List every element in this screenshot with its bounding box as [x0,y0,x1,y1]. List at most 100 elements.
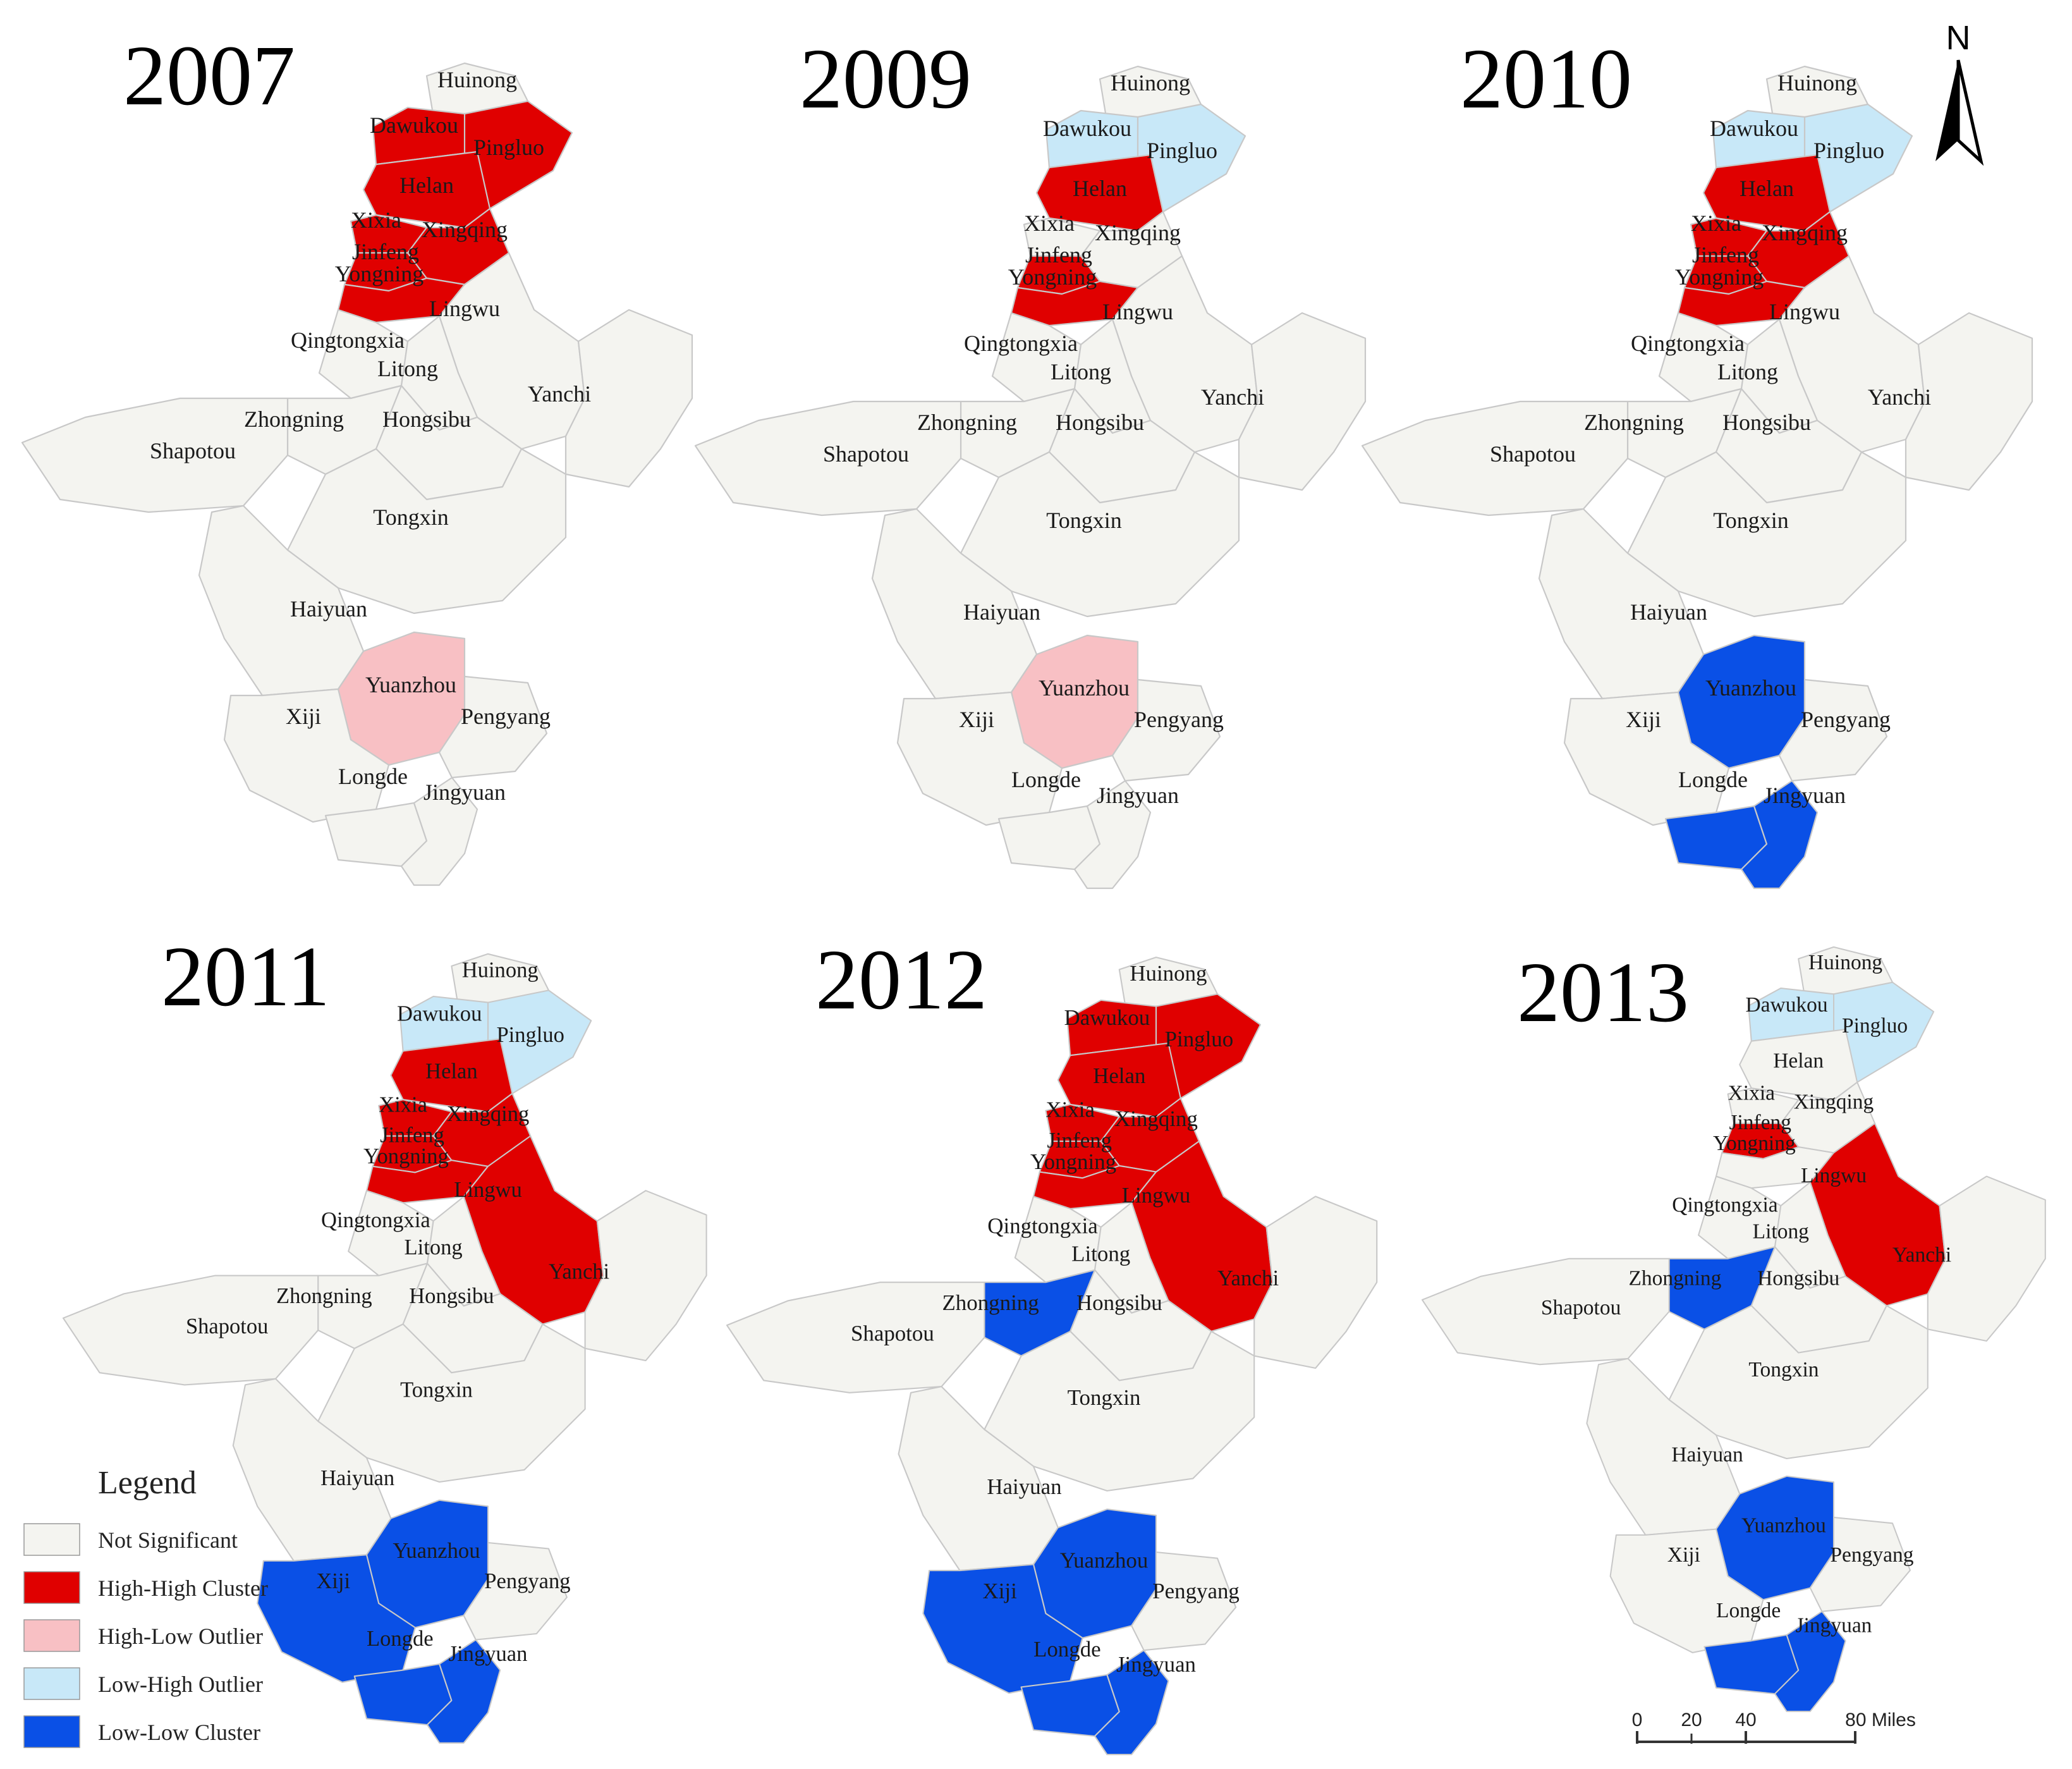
label-jingyuan: Jingyuan [1764,783,1846,808]
label-pengyang: Pengyang [1152,1579,1240,1603]
county-xiji [922,1564,1083,1694]
county-shapotou [62,1275,319,1386]
county-shapotou [1361,400,1629,517]
label-hongsibu: Hongsibu [1076,1290,1162,1315]
label-haiyuan: Haiyuan [320,1466,394,1490]
label-xiji: Xiji [1667,1543,1700,1567]
label-yanchi: Yanchi [1217,1266,1279,1290]
label-tongxin: Tongxin [1713,508,1788,533]
label-helan: Helan [1773,1050,1824,1073]
panel-year-title: 2012 [815,933,987,1027]
county-pengyang [1131,1551,1237,1651]
label-xixia: Xixia [1728,1082,1776,1105]
label-dawukou: Dawukou [1043,116,1131,141]
label-xingqing: Xingqing [1095,220,1181,245]
county-qingtongxia [991,312,1082,403]
label-helan: Helan [1093,1063,1145,1088]
label-yuanzhou: Yuanzhou [1741,1514,1826,1537]
legend-label-high-high: High-High Cluster [98,1576,268,1601]
label-tongxin: Tongxin [373,505,448,530]
label-litong: Litong [1071,1241,1130,1266]
label-jinfeng: Jinfeng [1729,1111,1791,1134]
label-xiji: Xiji [982,1579,1017,1603]
scale-tick-40: 40 [1735,1710,1756,1730]
label-dawukou: Dawukou [1710,116,1798,141]
county-yanchi [1904,312,2033,491]
label-jingyuan: Jingyuan [1097,783,1179,808]
label-jingyuan: Jingyuan [424,780,506,805]
label-qingtongxia: Qingtongxia [321,1208,430,1232]
label-litong: Litong [1753,1220,1810,1243]
label-yanchi: Yanchi [528,381,591,407]
label-dawukou: Dawukou [1746,993,1828,1017]
legend-title: Legend [98,1465,197,1501]
label-hongsibu: Hongsibu [1757,1267,1839,1290]
map-panels: 2007 Huinong Dawukou Pingluo Helan Xixia Jinfe… [21,28,2046,1756]
county-qingtongxia [1698,1175,1782,1259]
label-pingluo: Pingluo [1147,138,1217,163]
label-shapotou: Shapotou [150,438,236,463]
label-xingqing: Xingqing [1794,1091,1874,1114]
label-qingtongxia: Qingtongxia [964,331,1078,356]
label-yuanzhou: Yuanzhou [1039,675,1130,701]
label-xixia: Xixia [1024,211,1075,236]
county-jingyuan [1094,1650,1169,1756]
county-yanchi [1927,1175,2046,1342]
legend-swatch-high-high [23,1571,80,1604]
county-xiji [223,688,390,823]
label-dawukou: Dawukou [370,113,458,138]
county-xiji [257,1554,416,1683]
map-panel-2013: 2013 Huinong Dawukou Pingluo Helan Xixia Jinfe… [1421,945,2046,1712]
scale-bar: 0 20 40 80 Miles [1632,1710,1916,1744]
label-helan: Helan [1073,176,1127,201]
label-huinong: Huinong [1808,951,1882,974]
county-qingtongxia [318,309,409,400]
county-shapotou [21,397,289,513]
scale-tick-80-miles: 80 Miles [1845,1710,1916,1730]
county-jingyuan [400,776,478,886]
label-tongxin: Tongxin [1068,1385,1141,1410]
label-dawukou: Dawukou [397,1001,482,1025]
label-jinfeng: Jinfeng [1047,1128,1112,1153]
label-helan: Helan [1740,176,1794,201]
label-xixia: Xixia [379,1093,427,1117]
legend-swatch-low-high [23,1667,80,1700]
label-xiji: Xiji [959,707,994,732]
label-shapotou: Shapotou [1541,1296,1621,1319]
label-qingtongxia: Qingtongxia [1672,1193,1777,1216]
north-arrow-label: N [1946,19,1971,57]
county-yanchi [1253,1196,1378,1369]
map-panel-2012: 2012 Huinong Dawukou Pingluo Helan Xixia Jinfe… [726,933,1378,1756]
label-huinong: Huinong [437,67,517,92]
scale-tick-0: 0 [1632,1710,1643,1730]
label-haiyuan: Haiyuan [1671,1443,1743,1467]
label-jingyuan: Jingyuan [1116,1652,1196,1677]
label-xiji: Xiji [316,1569,350,1593]
label-zhongning: Zhongning [917,410,1017,435]
label-lingwu: Lingwu [454,1178,521,1202]
label-tongxin: Tongxin [1046,508,1121,533]
label-litong: Litong [1717,359,1778,384]
label-haiyuan: Haiyuan [1630,599,1707,625]
label-jingyuan: Jingyuan [1796,1613,1872,1637]
county-map: HuinongDawukouPingluoHelanXixiaJinfengXi… [62,953,707,1744]
county-yanchi [564,309,693,488]
label-jinfeng: Jinfeng [1025,242,1092,267]
label-longde: Longde [1011,767,1081,792]
label-hongsibu: Hongsibu [1722,410,1811,435]
county-jingyuan [1073,780,1152,890]
label-xixia: Xixia [1691,211,1741,236]
county-pengyang [463,1541,568,1641]
label-xiji: Xiji [1626,707,1661,732]
panel-year-title: 2010 [1460,32,1632,126]
county-xiji [896,691,1063,826]
label-pingluo: Pingluo [1842,1014,1908,1038]
label-pengyang: Pengyang [1801,707,1891,732]
label-yongning: Yongning [1030,1149,1116,1174]
county-map: HuinongDawukouPingluoHelanXixiaJinfengXi… [21,62,693,886]
label-tongxin: Tongxin [400,1378,473,1402]
label-pingluo: Pingluo [1165,1027,1234,1051]
label-pengyang: Pengyang [1134,707,1224,732]
legend-label-not-significant: Not Significant [98,1527,238,1553]
label-longde: Longde [1716,1599,1781,1622]
